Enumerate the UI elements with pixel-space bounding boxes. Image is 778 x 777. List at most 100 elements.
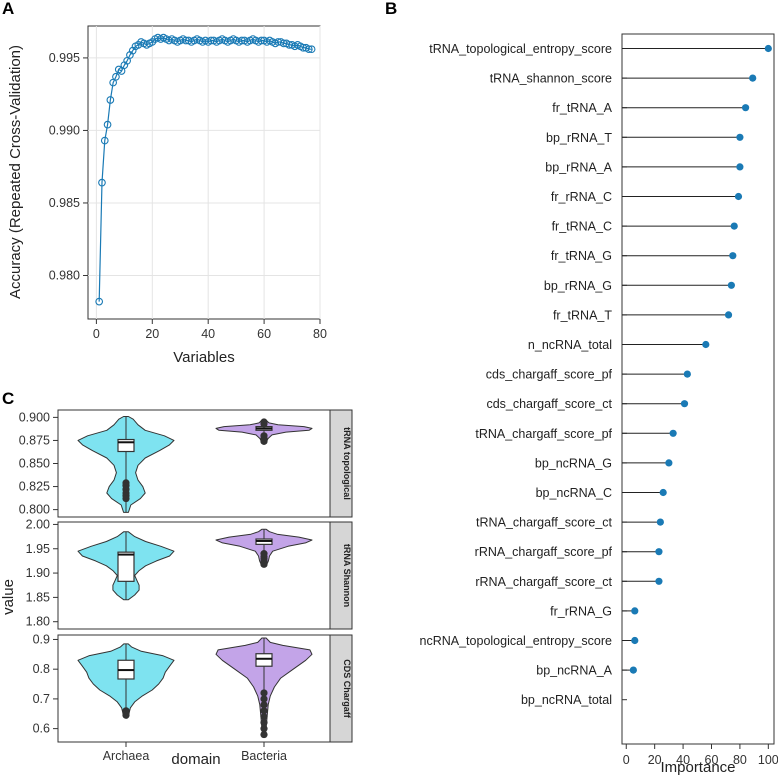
accuracy-point (100, 136, 109, 145)
importance-point (749, 74, 757, 82)
violin-outlier (260, 707, 268, 715)
violin-outlier (122, 494, 130, 503)
accuracy-point (304, 45, 313, 54)
importance-category-label: bp_rRNA_T (546, 131, 612, 145)
importance-category-label: fr_tRNA_C (552, 220, 612, 234)
importance-category-label: fr_tRNA_G (551, 249, 612, 263)
accuracy-y-tick-label: 0.980 (49, 268, 80, 282)
importance-category-label: bp_rRNA_G (544, 279, 612, 293)
accuracy-point (307, 45, 316, 54)
violin-y-tick-label: 0.7 (33, 692, 50, 706)
violin-y-tick-label: 1.85 (26, 590, 50, 604)
importance-point (655, 548, 663, 556)
violin-facets: tRNA topological0.8000.8250.8500.8750.90… (19, 409, 353, 743)
accuracy-y-tick-label: 0.995 (49, 51, 80, 65)
importance-category-label: cds_chargaff_score_ct (486, 397, 612, 411)
importance-point (669, 429, 677, 437)
importance-x-tick-label: 40 (676, 753, 690, 767)
accuracy-point (299, 43, 308, 52)
importance-category-label: fr_rRNA_G (550, 604, 612, 618)
importance-point (631, 636, 639, 645)
violin-y-tick-label: 0.900 (19, 410, 50, 424)
facet-strip-label: tRNA topological (342, 427, 352, 500)
importance-category-label: ncRNA_topological_entropy_score (420, 634, 613, 648)
accuracy-x-tick-label: 20 (145, 327, 159, 341)
violin-y-tick-label: 0.8 (33, 662, 50, 676)
violin-facet: CDS Chargaff 0.6 0.7 0.8 0.9 (33, 632, 353, 743)
importance-lollipops: tRNA_topological_entropy_score tRNA_shann… (420, 42, 772, 707)
importance-category-label: n_ncRNA_total (528, 338, 612, 352)
importance-point (629, 666, 637, 674)
accuracy-y-axis-label: Accuracy (Repeated Cross-Validation) (7, 45, 24, 299)
violin-outlier (260, 730, 268, 739)
facet-strip-label: CDS Chargaff (342, 659, 352, 719)
importance-x-tick-label: 20 (648, 753, 662, 767)
violin-outlier (260, 550, 268, 558)
violin-y-tick-label: 1.90 (26, 566, 50, 580)
importance-chart: tRNA_topological_entropy_score tRNA_shann… (420, 33, 778, 776)
violin-box (255, 653, 273, 667)
facet-strip (329, 634, 353, 743)
importance-point (727, 281, 735, 289)
accuracy-point (98, 178, 106, 187)
importance-point (741, 104, 750, 112)
importance-point (656, 518, 664, 526)
accuracy-ticks: 0 20 40 60 80 0.980 0.985 0.990 0.995 (49, 51, 327, 341)
accuracy-y-tick-label: 0.985 (49, 196, 80, 210)
violin-x-axis-label: domain (171, 751, 220, 768)
violin-y-tick-label: 0.825 (19, 480, 50, 494)
accuracy-x-tick-label: 0 (93, 327, 100, 341)
importance-point (702, 340, 710, 349)
accuracy-point (285, 41, 294, 49)
violin-facet: tRNA topological 0.800 0.825 0.850 0.875 0.90… (19, 409, 353, 518)
facet-strip-label: tRNA Shannon (342, 544, 352, 607)
importance-category-label: fr_rRNA_C (551, 190, 612, 204)
importance-x-tick-label: 80 (733, 753, 747, 767)
importance-category-label: cds_chargaff_score_pf (486, 368, 613, 382)
importance-category-label: bp_ncRNA_C (536, 486, 612, 500)
violin-outlier (122, 711, 130, 719)
importance-plot-frame (621, 33, 775, 745)
importance-category-label: rRNA_chargaff_score_pf (475, 545, 613, 559)
violin-facet: tRNA Shannon 1.80 1.85 1.90 1.95 2.00 (26, 517, 353, 630)
accuracy-point (237, 36, 246, 45)
violin-outlier (260, 713, 268, 721)
facet-strip (329, 521, 353, 630)
importance-x-axis-label: Importance (660, 759, 735, 776)
accuracy-point (181, 36, 190, 45)
violin-outlier (260, 418, 268, 426)
importance-ticks: 0 20 40 60 80 100 (623, 744, 778, 767)
accuracy-point (112, 72, 120, 81)
violin-box (117, 438, 135, 453)
importance-category-label: bp_ncRNA_G (535, 456, 612, 470)
importance-point (736, 163, 744, 171)
violin-y-tick-label: 1.95 (26, 542, 50, 556)
importance-point (659, 488, 667, 497)
accuracy-x-tick-label: 80 (313, 327, 327, 341)
importance-category-label: bp_rRNA_A (545, 160, 612, 174)
accuracy-point (103, 120, 112, 129)
importance-x-tick-label: 100 (758, 753, 778, 767)
accuracy-y-tick-label: 0.990 (49, 123, 80, 137)
panel-label-c: C (2, 389, 14, 408)
accuracy-point (207, 36, 215, 45)
violin-outlier (260, 701, 268, 709)
accuracy-x-tick-label: 60 (257, 327, 271, 341)
importance-point (724, 311, 733, 319)
importance-point (665, 459, 673, 467)
accuracy-point (95, 297, 104, 306)
importance-category-label: fr_tRNA_T (553, 308, 612, 322)
accuracy-point (106, 96, 115, 104)
accuracy-point (274, 38, 282, 46)
facet-strip (329, 409, 353, 518)
importance-category-label: tRNA_shannon_score (490, 72, 612, 86)
accuracy-x-axis-label: Variables (173, 349, 234, 366)
importance-point (730, 222, 738, 230)
violin-outlier (260, 689, 268, 697)
importance-point (655, 577, 663, 585)
violin-outlier (260, 725, 268, 733)
violin-y-tick-label: 1.80 (26, 615, 50, 629)
panel-label-b: B (385, 0, 397, 18)
